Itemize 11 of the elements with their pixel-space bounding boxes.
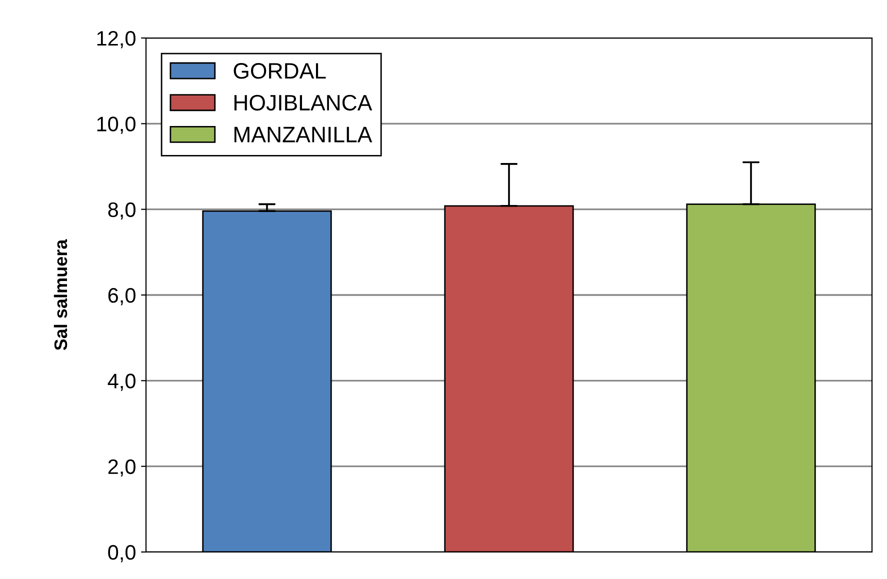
- legend-label: HOJIBLANCA: [234, 94, 372, 111]
- y-tick-label: 10,0: [97, 116, 136, 134]
- y-tick-label: 4,0: [108, 374, 136, 391]
- legend-label: GORDAL: [234, 63, 326, 79]
- legend-label: MANZANILLA: [234, 126, 372, 142]
- y-tick-label: 2,0: [108, 459, 136, 477]
- y-tick-label: 0,0: [108, 545, 136, 562]
- y-tick-label: 6,0: [108, 288, 136, 306]
- y-tick-label: 8,0: [108, 202, 136, 220]
- y-tick-label: 12,0: [97, 31, 136, 48]
- y-axis-title: Sal salmuera: [54, 239, 68, 350]
